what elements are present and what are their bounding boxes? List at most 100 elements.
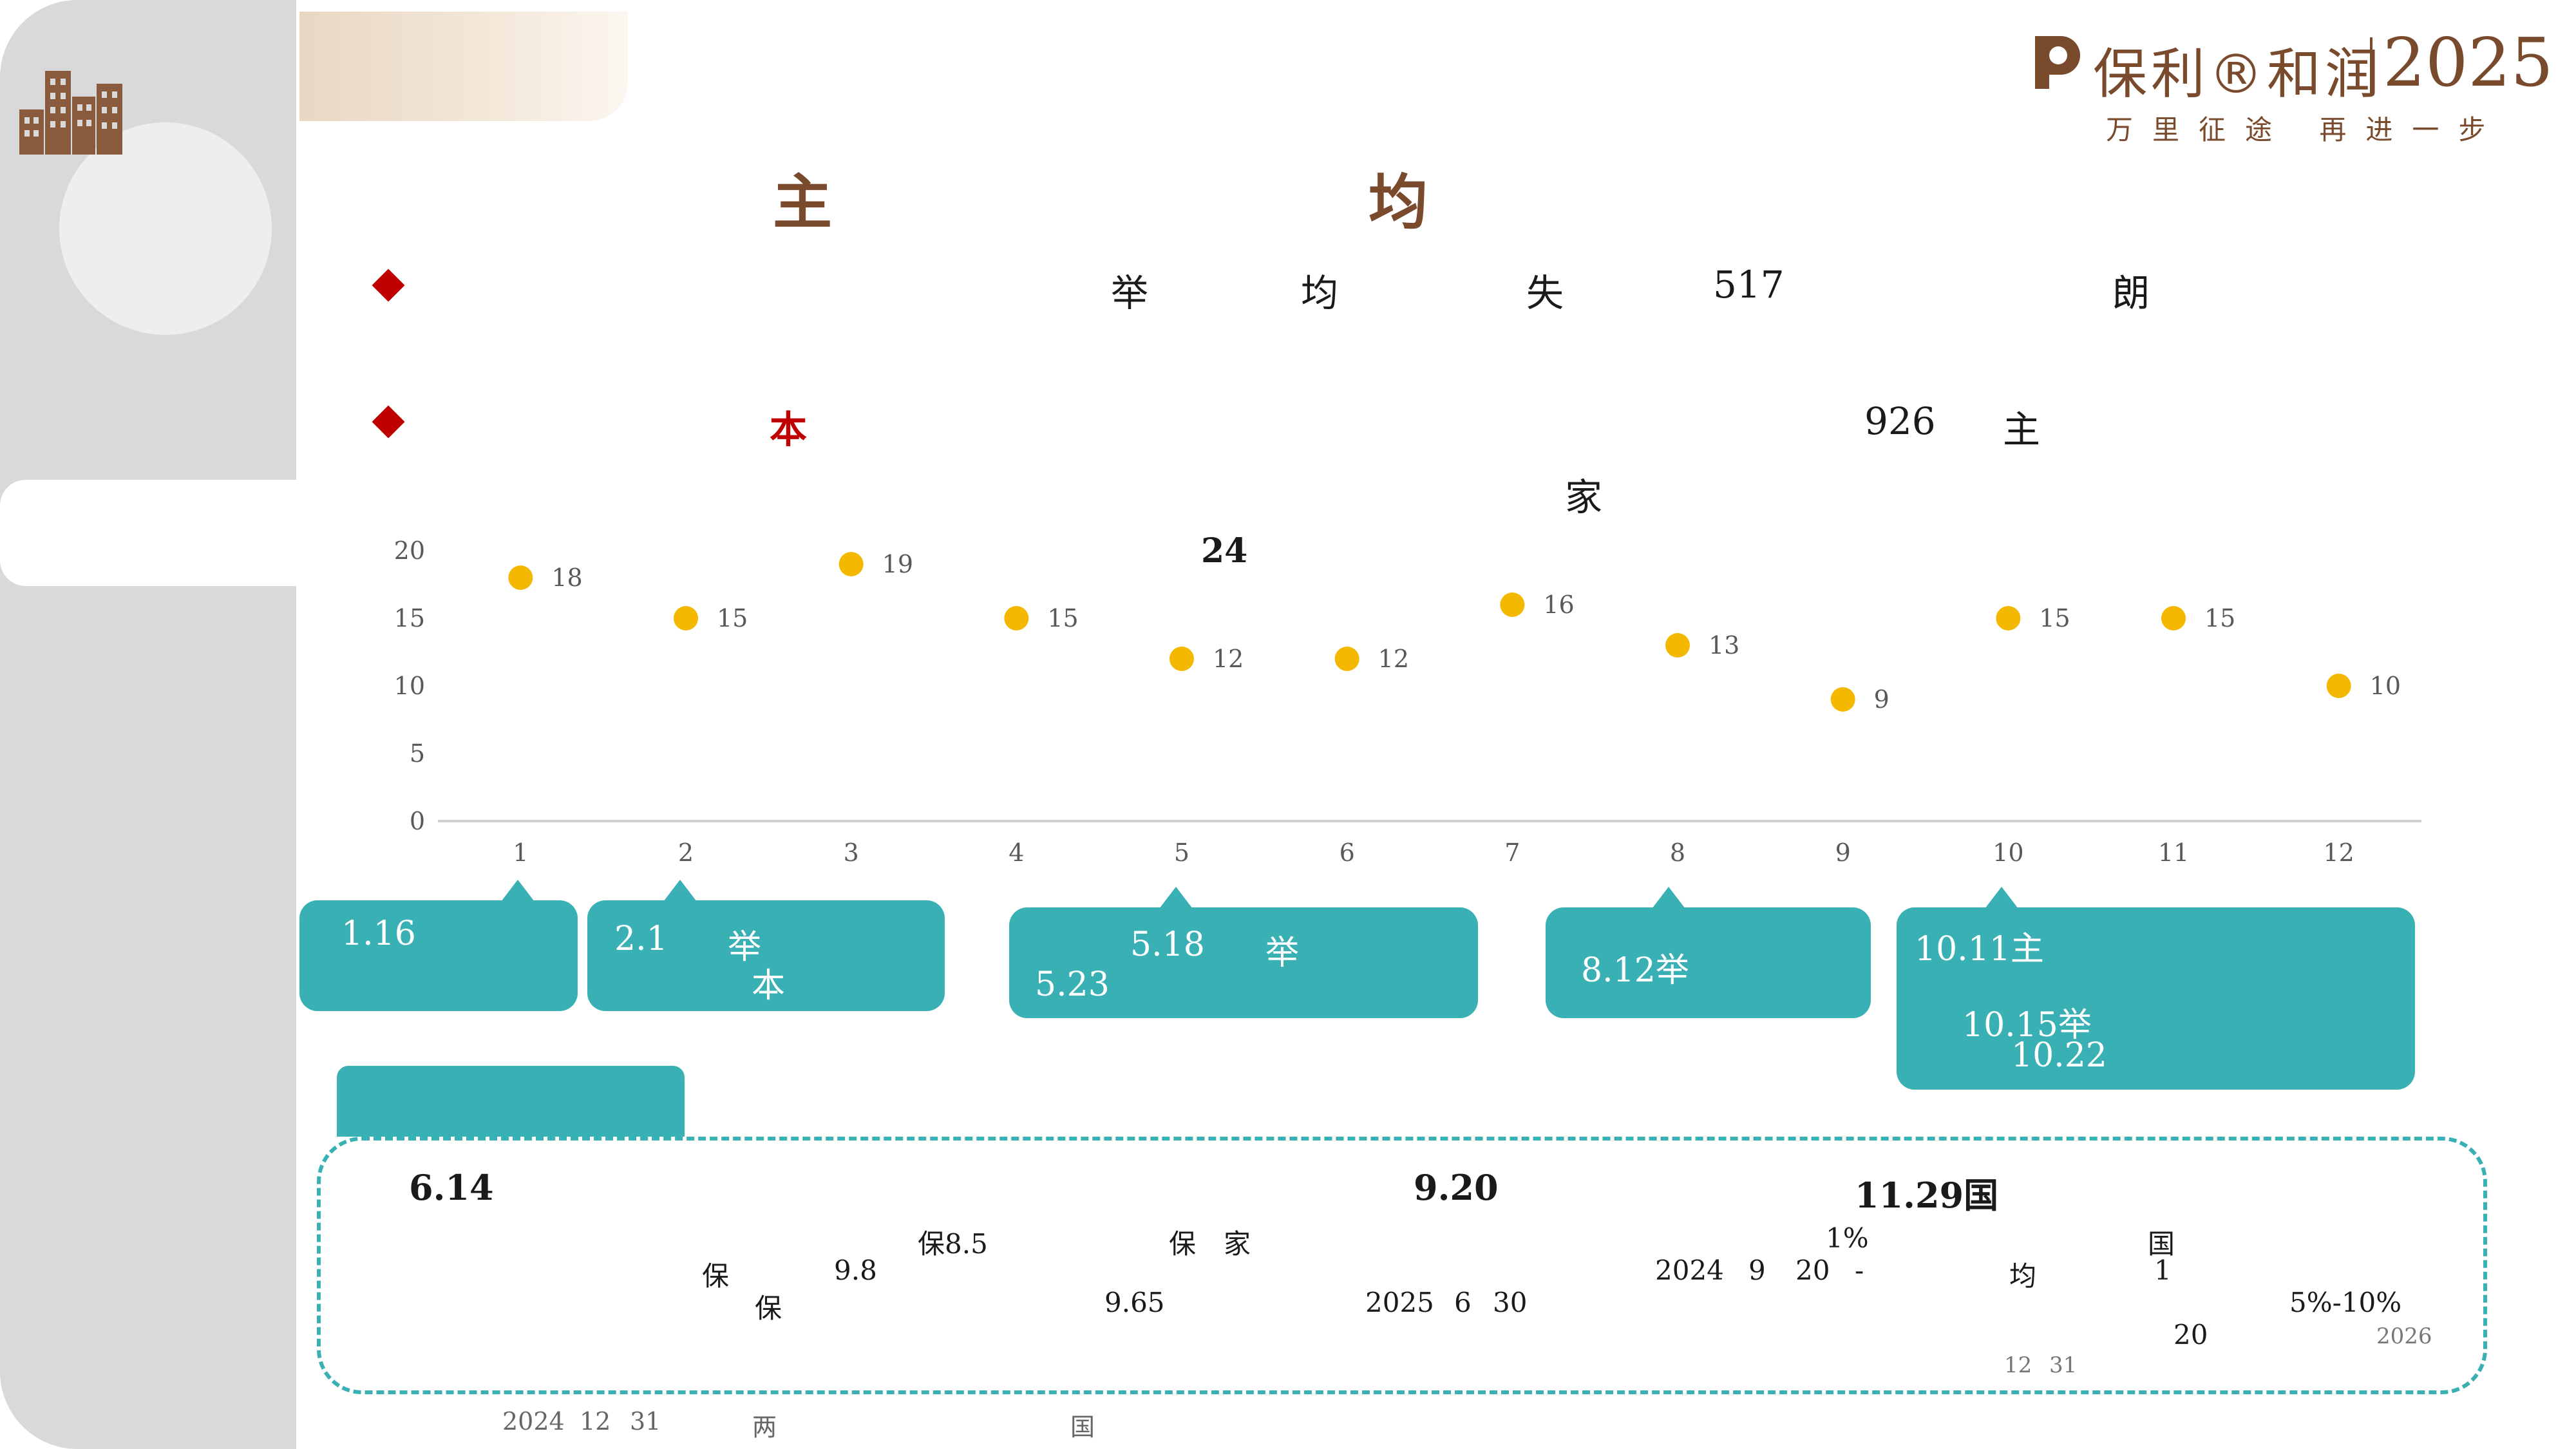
x-tick-label: 9	[1835, 838, 1851, 867]
data-point	[674, 606, 698, 630]
data-label: 16	[1543, 591, 1574, 619]
data-label: 19	[882, 550, 913, 578]
policy-date-3: 11.29国	[1855, 1175, 1999, 1216]
policy2-text-c: 9.65	[1104, 1287, 1165, 1318]
brand-name: 保利®和润	[2093, 43, 2383, 106]
footnote-e: 国	[1070, 1413, 1095, 1441]
callout5-line2: 10.15举	[1962, 1006, 2092, 1045]
policy-date-1: 6.14	[409, 1167, 494, 1208]
data-label: 13	[1709, 631, 1739, 659]
x-tick-label: 6	[1340, 838, 1355, 867]
callout3-line1: 5.18	[1130, 925, 1205, 964]
policy3-text-g: 6	[1454, 1287, 1472, 1318]
data-label: 15	[717, 604, 748, 632]
event-callout-4: 8.12举	[1546, 907, 1871, 1018]
data-point	[2326, 674, 2351, 698]
bullet-diamond-icon	[372, 405, 405, 439]
data-point	[1996, 606, 2021, 630]
callout3-line2: 举	[1265, 934, 1300, 972]
policy3-text-d: 20	[1795, 1255, 1830, 1286]
bullet1-text-5: 朗	[2112, 271, 2150, 315]
policy3-text-h: 30	[1493, 1287, 1528, 1318]
paper-strip-decor	[299, 12, 628, 121]
brand-divider	[2370, 37, 2372, 95]
brand-year: 2025	[2383, 23, 2553, 102]
callout-pointer	[663, 880, 697, 902]
data-point	[1334, 647, 1359, 671]
policy4-text-h: 31	[2049, 1352, 2078, 1378]
y-tick-label: 15	[394, 604, 425, 632]
policy4-text-d: 5%-10%	[2289, 1287, 2402, 1318]
callout2-line3: 本	[752, 967, 786, 1005]
left-decor-circle	[59, 122, 272, 335]
data-point	[1500, 592, 1525, 617]
x-tick-label: 7	[1504, 838, 1520, 867]
event-callout-3: 5.18 举 5.23	[1009, 907, 1478, 1018]
policy-box	[317, 1137, 2487, 1394]
event-callout-1: 1.16	[299, 900, 578, 1011]
data-point	[1830, 687, 1855, 712]
callout4-line1: 8.12举	[1581, 951, 1689, 990]
footnote-b: 12	[580, 1407, 611, 1435]
data-point	[1170, 647, 1194, 671]
y-tick-label: 10	[394, 672, 425, 700]
policy1-text-d: 保	[755, 1293, 782, 1324]
bullet-diamond-icon	[372, 269, 405, 302]
policy4-text-e: 20	[2174, 1319, 2208, 1350]
event-callout-2: 2.1 举 本	[587, 900, 945, 1011]
x-tick-label: 12	[2323, 838, 2354, 867]
policy2-text-a: 保	[1169, 1228, 1197, 1260]
title-fragment-1: 主	[773, 167, 833, 237]
x-tick-label: 1	[513, 838, 528, 867]
callout-pointer	[501, 880, 535, 902]
policy3-text-b: 2024	[1655, 1255, 1724, 1286]
callout-pointer	[1159, 887, 1193, 909]
bullet2-red-text: 本	[770, 408, 808, 451]
x-tick-label: 2	[678, 838, 694, 867]
data-label: 15	[2039, 604, 2070, 632]
policy4-text-b: 均	[2009, 1260, 2037, 1292]
policy4-text-f: 2026	[2376, 1323, 2432, 1349]
x-tick-label: 3	[844, 838, 859, 867]
callout2-line1: 2.1	[614, 920, 668, 958]
x-tick-label: 8	[1670, 838, 1685, 867]
data-label: 18	[551, 564, 582, 592]
policy4-text-c: 1	[2154, 1255, 2172, 1286]
callout-pointer	[1652, 887, 1685, 909]
callout1-line1: 1.16	[341, 914, 416, 953]
bullet1-text-1: 举	[1111, 271, 1149, 315]
data-point	[838, 552, 864, 576]
callout5-line3: 10.22	[2011, 1036, 2107, 1075]
data-label: 10	[2370, 672, 2401, 700]
data-point	[2161, 606, 2186, 630]
y-tick-label: 5	[410, 739, 425, 768]
policy3-text-c: 9	[1748, 1255, 1766, 1286]
policy3-text-f: 2025	[1365, 1287, 1434, 1318]
x-tick-label: 5	[1174, 838, 1189, 867]
building-icon	[19, 71, 122, 155]
callout2-line2: 举	[728, 928, 762, 967]
y-tick-label: 20	[394, 536, 425, 565]
event-callout-5: 10.11主 10.15举 10.22	[1897, 907, 2415, 1090]
policy2-text-b: 家	[1224, 1228, 1251, 1260]
title-fragment-2: 均	[1368, 167, 1428, 237]
chart-annotation: 24	[1201, 531, 1248, 571]
data-point	[508, 565, 533, 590]
policy3-text-e: -	[1855, 1255, 1864, 1286]
policy1-text-a: 保8.5	[918, 1228, 988, 1260]
policy4-text-g: 12	[2004, 1352, 2032, 1378]
brand-slogan: 万里征途 再进一步	[2106, 114, 2505, 146]
left-decor-band	[0, 480, 296, 586]
footnote-d: 两	[752, 1413, 777, 1441]
data-point	[1665, 633, 1690, 658]
policy3-text-a: 1%	[1826, 1222, 1869, 1254]
y-tick-label: 0	[410, 807, 425, 835]
bullet1-text-2: 均	[1301, 271, 1339, 315]
brand-mark-icon	[2035, 36, 2080, 89]
bullet1-text-4: 517	[1713, 263, 1785, 307]
x-tick-label: 10	[1993, 838, 2023, 867]
policy1-text-b: 保	[702, 1260, 730, 1292]
policy4-text-a: 国	[2148, 1228, 2175, 1260]
data-label: 15	[1047, 604, 1078, 632]
